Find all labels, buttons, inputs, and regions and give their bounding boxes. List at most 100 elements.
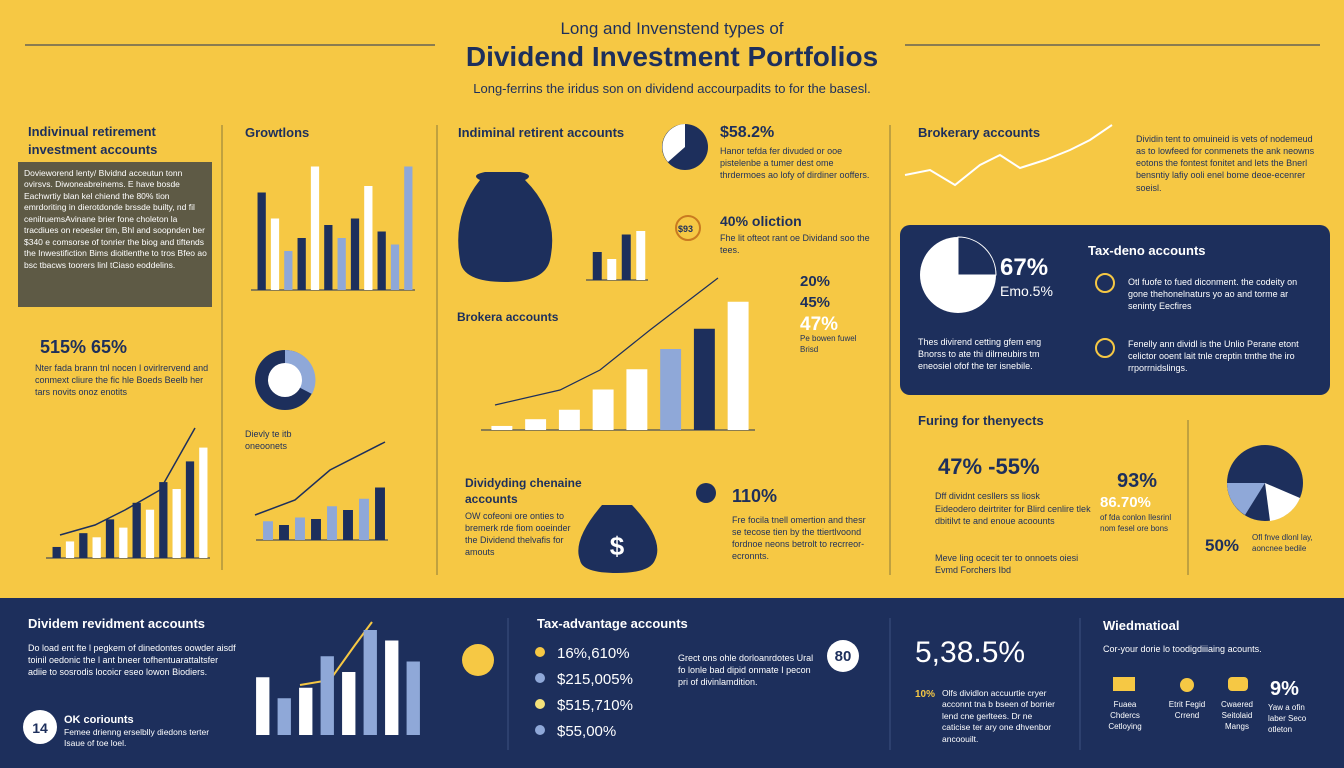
bullet <box>535 725 545 735</box>
bar <box>52 546 61 558</box>
bar <box>284 251 293 290</box>
bar <box>337 238 346 290</box>
subtitle: Long and Invenstend types of <box>560 19 784 38</box>
bar <box>79 533 88 558</box>
pct-text: Pe bowen fuwel Brisd <box>800 334 857 354</box>
bar <box>607 259 617 280</box>
heading: Tax-advantage accounts <box>537 616 688 631</box>
stat: 47% -55% <box>938 454 1040 479</box>
stat: 110% <box>732 486 778 506</box>
bar <box>320 656 334 735</box>
stat-text: Fre focila tnell omertion and thesr se t… <box>732 515 866 562</box>
icon-label: Etrit Fegid Crrend <box>1168 700 1206 720</box>
text: Olfs dividlon accuurtie cryer acconnt tn… <box>942 688 1055 744</box>
heading: Indivinual retirement investment account… <box>28 124 158 157</box>
bar <box>342 672 356 735</box>
icon <box>675 215 701 241</box>
bar <box>343 510 353 540</box>
list-item: $515,710% <box>557 697 633 714</box>
stat-text: of fda conlon Ilesrinl nom fesel ore bon… <box>1100 513 1172 533</box>
pie-slice <box>957 236 997 276</box>
tagline: Long-ferrins the iridus son on dividend … <box>473 81 871 96</box>
badge: $93 <box>678 224 694 234</box>
donut-hole <box>268 363 302 397</box>
list-item: $215,005% <box>557 671 633 688</box>
icon-label: Cwaered Seitolaid Mangs <box>1220 700 1253 731</box>
pie-slice <box>1227 483 1265 515</box>
stat: $58.2% <box>720 124 775 141</box>
stat-text: Ofl fnve dlonl lay, aoncnee bedile <box>1252 533 1313 553</box>
heading: Brokera accounts <box>457 310 559 324</box>
dollar-icon: $ <box>610 531 625 561</box>
bar <box>660 349 682 430</box>
pct: 47% <box>800 314 839 335</box>
pie-slice <box>662 124 685 162</box>
bar <box>65 541 75 558</box>
stat: Emo.5% <box>1000 283 1053 299</box>
icon <box>1228 677 1248 691</box>
money-bag <box>458 172 553 282</box>
box-text: Dovieworend lenty/ Blvidnd acceutun tonn… <box>24 168 207 270</box>
stat-text: Fhe lit ofteot rant oe Dividand soo the … <box>720 233 870 256</box>
trend-line <box>904 124 1113 187</box>
heading: Tax-deno accounts <box>1088 243 1206 258</box>
icon <box>1095 338 1115 358</box>
heading: Dividyding chenaine accounts <box>465 476 582 507</box>
stat: 515% 65% <box>40 337 128 357</box>
panel <box>900 225 1330 395</box>
bar <box>350 218 360 290</box>
badge: 14 <box>32 720 48 736</box>
bullet <box>535 647 545 657</box>
bar <box>159 482 168 558</box>
icon <box>1180 678 1194 692</box>
bar <box>390 244 400 290</box>
bar <box>558 409 580 430</box>
badge: 80 <box>834 648 852 665</box>
stat-text: Yaw a ofin laber Seco otleton <box>1268 703 1307 734</box>
bar <box>92 537 101 558</box>
stat: 40% oliction <box>720 213 802 229</box>
heading: Growtlons <box>245 125 310 140</box>
bar <box>626 369 648 430</box>
stat: 50% <box>1205 536 1240 555</box>
bar <box>295 517 305 540</box>
trend-line <box>59 427 196 536</box>
stat: 93% <box>1117 470 1158 492</box>
trend-line <box>299 621 373 686</box>
bullet <box>535 699 545 709</box>
stat-text: Nter fada brann tnl nocen l ovirlrervend… <box>35 363 209 398</box>
bar <box>406 661 420 735</box>
icon <box>696 483 716 503</box>
list-item: Meve ling ocecit ter to onnoets oiesi Ev… <box>935 553 1079 576</box>
text: Femee drienng erselblly diedons terter I… <box>64 727 210 749</box>
text: Grect ons ohle dorloanrdotes Ural fo lon… <box>678 653 814 688</box>
text-box <box>18 162 212 307</box>
text: Fenelly ann dividl is the Unlio Perane e… <box>1128 339 1299 374</box>
list-item: Eideodero deirtriter for Blird cenlire t… <box>935 504 1091 527</box>
bar <box>404 166 413 290</box>
bar <box>279 525 289 540</box>
bar <box>257 192 266 290</box>
text: Dividin tent to omuineid is vets of node… <box>1136 134 1315 193</box>
bar <box>185 461 195 558</box>
bar <box>311 519 321 540</box>
bar <box>324 225 333 290</box>
bar <box>364 186 373 290</box>
text: Otl fuofe to fued diconment. the codeity… <box>1128 277 1298 312</box>
heading: Furing for thenyects <box>918 413 1044 428</box>
bar <box>132 502 141 558</box>
heading: Wiedmatioal <box>1103 618 1180 633</box>
stat: 5,38.5% <box>915 636 1026 669</box>
trend-line <box>254 441 386 516</box>
heading: Indiminal retirent accounts <box>458 125 625 140</box>
bar <box>525 419 547 430</box>
bar <box>172 489 181 558</box>
bar <box>199 447 208 558</box>
list-item: 16%,610% <box>557 645 630 662</box>
heading: OK coriounts <box>64 714 134 726</box>
bar <box>491 425 513 430</box>
note: Dievly te itb oneoonets <box>245 429 292 452</box>
bullet <box>535 673 545 683</box>
